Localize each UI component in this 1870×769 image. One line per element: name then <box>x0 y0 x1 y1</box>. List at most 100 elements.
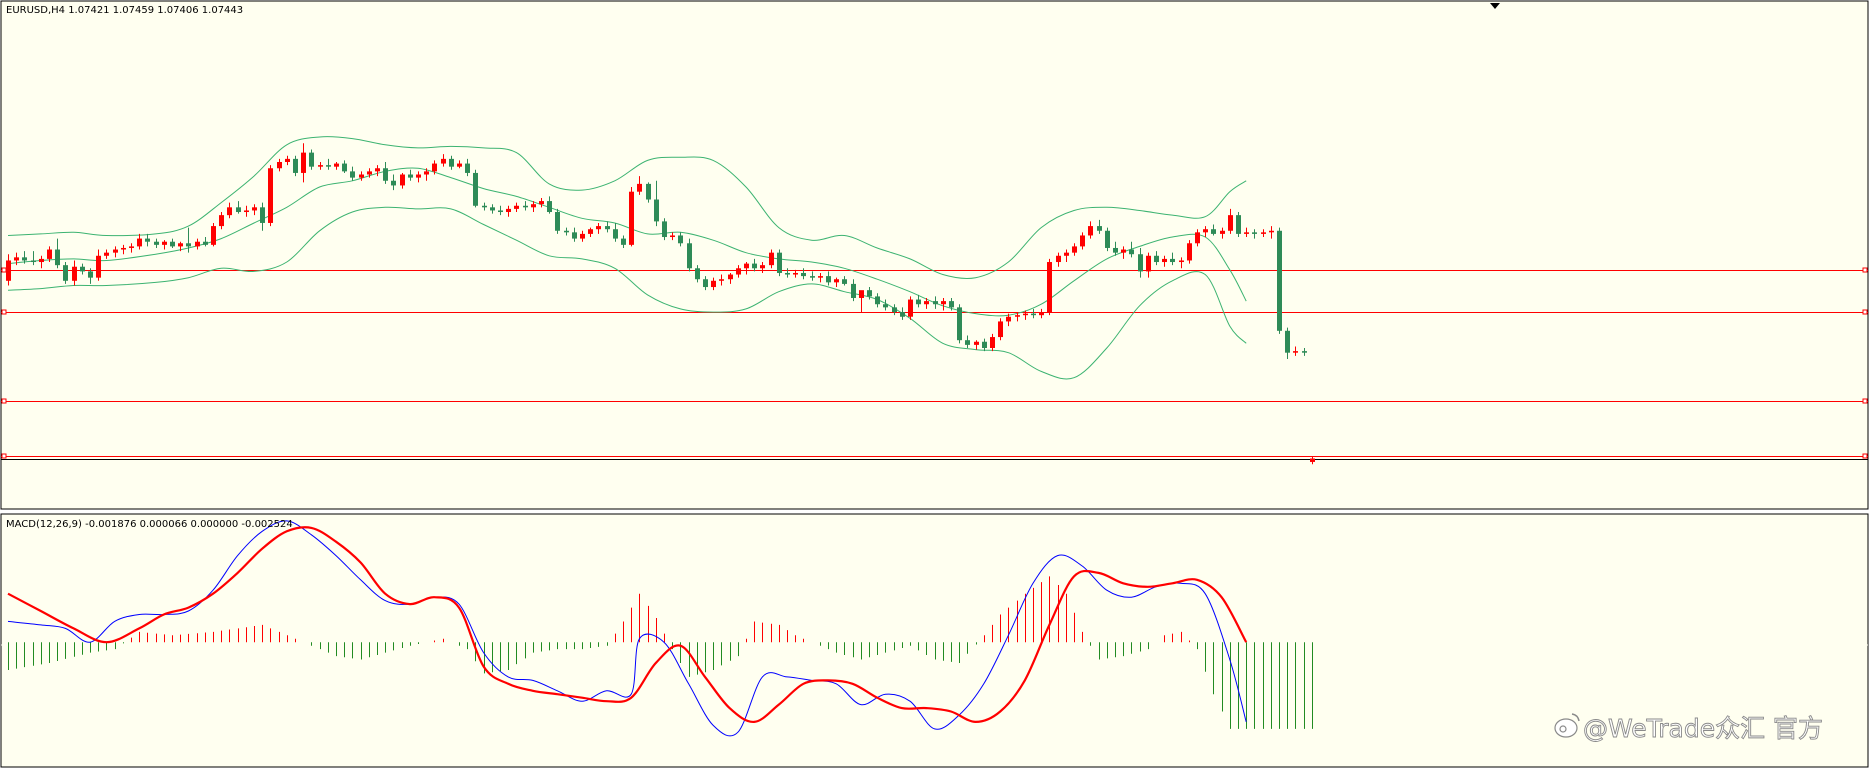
candle-body <box>424 171 429 175</box>
candle-body <box>883 304 888 308</box>
candle-body <box>1310 458 1315 462</box>
level-handle-left <box>1 267 7 273</box>
candle-bearish <box>473 169 478 208</box>
watermark: @WeTrade众汇 官方 <box>1554 713 1823 743</box>
candle-bearish <box>449 155 454 170</box>
candle-body <box>1285 330 1290 353</box>
candle-bullish <box>137 233 142 250</box>
candle-body <box>359 174 364 178</box>
candle-body <box>1064 252 1069 256</box>
candle-bullish <box>744 262 749 275</box>
candle-body <box>555 212 560 231</box>
candle-body <box>719 279 724 281</box>
candle-body <box>432 163 437 172</box>
candle-bearish <box>678 232 683 247</box>
candle-body <box>260 207 265 223</box>
candle-bearish <box>1113 241 1118 256</box>
candle-bullish <box>113 246 118 258</box>
candle-bullish <box>359 171 364 181</box>
candle-body <box>375 168 380 172</box>
candle-body <box>416 174 421 178</box>
candle-body <box>170 241 175 247</box>
candle-bearish <box>687 238 692 272</box>
candle-bearish <box>1285 327 1290 359</box>
candle-bearish <box>851 279 856 302</box>
candle-body <box>572 232 577 239</box>
candle-body <box>104 252 109 256</box>
candle-bullish <box>941 297 946 311</box>
candle-bearish <box>383 161 388 184</box>
candle-body <box>465 163 470 173</box>
candle-bullish <box>1203 226 1208 238</box>
candle-bearish <box>1105 227 1110 252</box>
candle-body <box>539 201 544 205</box>
candle-body <box>383 168 388 181</box>
candle-body <box>55 249 60 266</box>
candle-body <box>1080 235 1085 247</box>
candle-bullish <box>39 255 44 269</box>
candle-bullish <box>539 197 544 208</box>
candle-bullish <box>1047 258 1052 316</box>
candle-bullish <box>1228 208 1233 234</box>
candle-body <box>621 238 626 245</box>
candle-body <box>1113 247 1118 253</box>
candle-body <box>285 158 290 162</box>
candle-body <box>334 163 339 167</box>
candle-body <box>793 272 798 275</box>
candle-bullish <box>96 249 101 281</box>
candle-bullish <box>244 205 249 217</box>
candle-body <box>1146 255 1151 272</box>
candle-bearish <box>309 149 314 170</box>
candle-bearish <box>613 222 618 242</box>
candle-body <box>121 247 126 250</box>
candle-bullish <box>588 227 593 238</box>
candle-body <box>80 266 85 272</box>
candle-bearish <box>1097 219 1102 234</box>
main-chart-area[interactable] <box>0 0 1869 510</box>
candle-bullish <box>596 222 601 234</box>
candle-body <box>1072 246 1077 253</box>
candle-bullish <box>1261 229 1266 238</box>
candle-body <box>473 172 478 206</box>
candle-body <box>842 279 847 284</box>
candle-body <box>441 158 446 164</box>
candle-body <box>96 255 101 278</box>
candle-bullish <box>769 249 774 269</box>
candle-bearish <box>1031 308 1036 319</box>
candle-body <box>39 258 44 263</box>
candle-bearish <box>957 304 962 344</box>
candle-body <box>301 152 306 173</box>
candle-bullish <box>178 241 183 252</box>
candle-body <box>14 257 19 261</box>
candle-bullish <box>14 252 19 266</box>
candle-body <box>769 252 774 266</box>
candle-bullish <box>285 155 290 166</box>
macd-signal-line <box>7 526 1248 724</box>
candle-body <box>523 205 528 208</box>
candle-bearish <box>933 296 938 309</box>
bollinger-middle-band <box>7 167 1247 317</box>
candle-body <box>350 171 355 178</box>
candle-body <box>678 235 683 244</box>
candle-body <box>637 183 642 192</box>
candle-body <box>777 252 782 273</box>
chart-shift-marker-icon[interactable] <box>1490 3 1500 9</box>
level-handle-right <box>1862 267 1868 273</box>
candle-bearish <box>900 307 905 320</box>
candle-body <box>875 296 880 305</box>
candle-bearish <box>186 227 191 253</box>
candle-bullish <box>998 318 1003 341</box>
candle-body <box>957 307 962 341</box>
candle-bullish <box>793 269 798 278</box>
candle-bullish <box>531 201 536 213</box>
candle-body <box>1302 351 1307 353</box>
candle-bearish <box>170 238 175 248</box>
candle-body <box>6 260 11 281</box>
candle-body <box>1228 215 1233 231</box>
candle-body <box>219 215 224 227</box>
candle-bearish <box>646 182 651 203</box>
candle-bullish <box>129 243 134 253</box>
candle-body <box>1261 232 1266 234</box>
candle-body <box>195 241 200 247</box>
